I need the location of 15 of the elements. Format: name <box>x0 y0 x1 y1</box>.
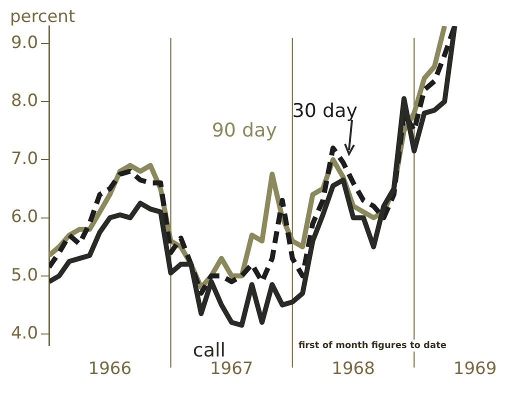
series-label: call <box>192 339 226 362</box>
y-axis-title: percent <box>10 6 76 27</box>
y-tick-label: 7.0 <box>10 149 38 170</box>
x-tick-label: 1969 <box>453 359 497 380</box>
series-label: 30 day <box>292 100 358 122</box>
y-tick-label: 8.0 <box>10 90 38 111</box>
y-tick-label: 5.0 <box>10 265 38 286</box>
y-tick-label: 6.0 <box>10 207 38 228</box>
x-tick-label: 1967 <box>210 359 254 380</box>
y-tick-label: 9.0 <box>10 32 38 53</box>
annotation: first of month figures to date <box>298 340 446 351</box>
y-tick-label: 4.0 <box>10 323 38 344</box>
x-tick-label: 1966 <box>88 359 132 380</box>
series-label: 90 day <box>212 119 277 142</box>
x-tick-label: 1968 <box>332 359 375 380</box>
